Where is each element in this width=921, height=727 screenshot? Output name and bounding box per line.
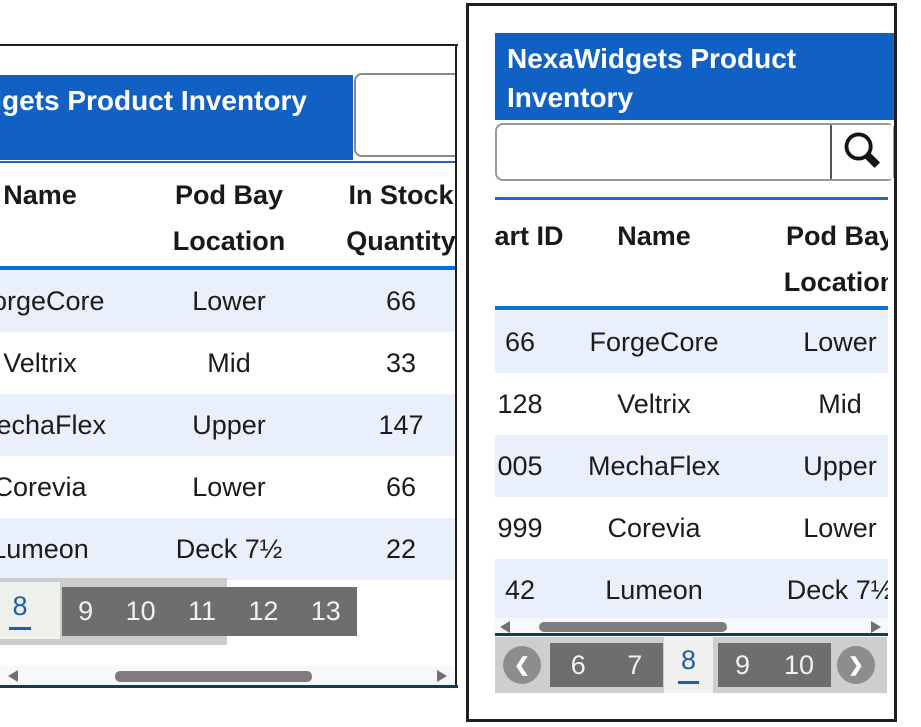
- current-page-button[interactable]: 8: [0, 582, 60, 639]
- table-row: Lumeon Deck 7½ 22: [0, 518, 455, 580]
- column-header-part-id: Part ID: [495, 221, 564, 251]
- page-button[interactable]: 9: [78, 596, 94, 626]
- cell-quantity: 33: [385, 348, 417, 378]
- page-button[interactable]: 9: [734, 649, 750, 680]
- table-row: 999 Corevia Lower: [495, 497, 888, 559]
- scroll-right-icon[interactable]: [871, 621, 881, 633]
- cell-name: Lumeon: [605, 575, 703, 605]
- table-row: MechaFlex Upper 147: [0, 394, 455, 456]
- inventory-widget-narrow: NexaWidgets Product Inventory Part ID Na…: [466, 3, 897, 722]
- page-button[interactable]: 7: [627, 649, 643, 680]
- cell-name: Corevia: [0, 472, 87, 502]
- search-bar: [495, 123, 894, 181]
- table-row: ForgeCore Lower 66: [0, 270, 455, 332]
- cell-part-id: 005: [497, 451, 543, 481]
- chevron-left-icon: ❮: [514, 654, 530, 676]
- page-title: NexaWidgets Product Inventory: [495, 33, 894, 120]
- scrollbar-thumb[interactable]: [539, 622, 727, 632]
- cell-quantity: 147: [378, 410, 424, 440]
- cell-part-id: 66: [504, 327, 536, 357]
- scrollbar-thumb[interactable]: [115, 671, 312, 682]
- column-header-pod-bay-location: Pod Bay Location: [783, 221, 888, 297]
- cell-quantity: 66: [385, 472, 417, 502]
- cell-part-id: 42: [504, 575, 536, 605]
- cell-location: Mid: [207, 348, 251, 378]
- page-button[interactable]: 12: [248, 596, 279, 626]
- next-page-button[interactable]: ❯: [837, 646, 875, 684]
- cell-name: ForgeCore: [589, 327, 719, 357]
- cell-quantity: 66: [385, 286, 417, 316]
- panel-border: [0, 44, 458, 46]
- cell-location: Deck 7½: [786, 575, 888, 605]
- search-input[interactable]: [497, 125, 830, 179]
- horizontal-scrollbar[interactable]: [495, 618, 888, 636]
- cell-location: Lower: [803, 513, 877, 543]
- header-divider: [495, 306, 888, 310]
- chevron-right-icon: ❯: [848, 654, 864, 676]
- page-title: NexaWidgets Product Inventory: [0, 75, 353, 160]
- column-header-in-stock-quantity: In Stock Quantity: [346, 180, 455, 256]
- cell-name: Corevia: [607, 513, 701, 543]
- panel-content: NexaWidgets Product Inventory Part ID Na…: [469, 6, 894, 719]
- page-button-group: 6 7: [550, 643, 663, 687]
- divider: [495, 197, 888, 200]
- panel-border: [0, 685, 458, 688]
- column-header-pod-bay-location: Pod Bay Location: [172, 180, 286, 256]
- cell-name: Lumeon: [0, 534, 89, 564]
- column-header-name: Name: [3, 180, 77, 210]
- search-icon: [844, 132, 880, 168]
- divider: [495, 633, 888, 636]
- divider: [0, 161, 455, 163]
- cell-part-id: 999: [497, 513, 543, 543]
- cell-location: Lower: [192, 472, 266, 502]
- cell-location: Upper: [192, 410, 266, 440]
- cell-part-id: 128: [497, 389, 543, 419]
- panel-border: [455, 44, 457, 688]
- cell-location: Lower: [803, 327, 877, 357]
- page-button[interactable]: 10: [125, 596, 156, 626]
- previous-page-button[interactable]: ❮: [503, 646, 541, 684]
- table-row: 005 MechaFlex Upper: [495, 435, 888, 497]
- current-page-number[interactable]: 8: [9, 586, 31, 630]
- table-row: 128 Veltrix Mid: [495, 373, 888, 435]
- page-button-group: 9 10 11 12 13: [62, 587, 357, 636]
- cell-name: MechaFlex: [587, 451, 721, 481]
- scroll-right-icon[interactable]: [437, 670, 447, 682]
- page-button[interactable]: 6: [570, 649, 586, 680]
- cell-quantity: 22: [385, 534, 417, 564]
- table-row: 42 Lumeon Deck 7½: [495, 559, 888, 621]
- page-button[interactable]: 11: [187, 596, 216, 626]
- page-button-group: 9 10: [718, 643, 831, 687]
- table-row: 66 ForgeCore Lower: [495, 311, 888, 373]
- cell-location: Mid: [818, 389, 862, 419]
- cell-name: MechaFlex: [0, 410, 107, 440]
- current-page-button[interactable]: 8: [664, 637, 713, 693]
- current-page-number[interactable]: 8: [677, 640, 700, 684]
- scroll-left-icon[interactable]: [500, 621, 510, 633]
- page-button[interactable]: 10: [783, 649, 814, 680]
- panel-content: NexaWidgets Product Inventory Name Pod B…: [0, 46, 455, 685]
- search-button[interactable]: [830, 125, 893, 179]
- page-button[interactable]: 13: [310, 596, 341, 626]
- pagination-bar: ❮ 6 7 8 9 10 ❯: [495, 637, 887, 693]
- cell-name: ForgeCore: [0, 286, 105, 316]
- cell-location: Upper: [803, 451, 877, 481]
- cell-name: Veltrix: [3, 348, 77, 378]
- scroll-left-icon[interactable]: [8, 670, 18, 682]
- cell-name: Veltrix: [617, 389, 691, 419]
- table-row: Veltrix Mid 33: [0, 332, 455, 394]
- cell-location: Lower: [192, 286, 266, 316]
- horizontal-scrollbar[interactable]: [0, 666, 455, 685]
- table-row: Corevia Lower 66: [0, 456, 455, 518]
- header-divider: [0, 266, 455, 270]
- table-scroll-viewport[interactable]: Part ID Name Pod Bay Location 66 ForgeCo…: [495, 211, 888, 623]
- cell-location: Deck 7½: [175, 534, 283, 564]
- column-header-name: Name: [617, 221, 691, 251]
- inventory-widget-wide: NexaWidgets Product Inventory Name Pod B…: [0, 44, 458, 690]
- search-input[interactable]: [354, 73, 455, 157]
